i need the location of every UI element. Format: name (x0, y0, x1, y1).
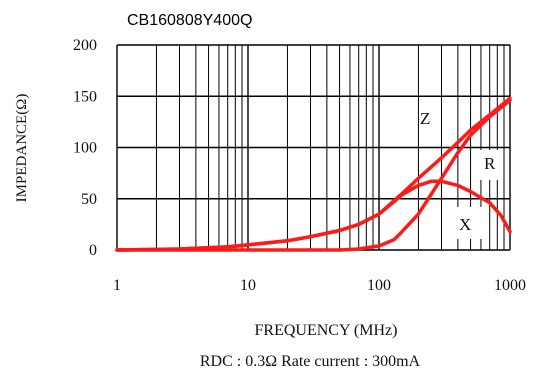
y-axis-title: IMPEDANCE(Ω) (14, 94, 30, 203)
x-tick-label: 1 (113, 277, 121, 294)
x-tick-label: 100 (367, 277, 391, 294)
y-tick-label: 200 (73, 37, 97, 54)
y-tick-label: 50 (81, 191, 97, 208)
series-line-x (115, 179, 512, 252)
x-axis-title: FREQUENCY (MHz) (255, 322, 398, 339)
series-line-r (115, 98, 512, 252)
y-tick-labels: 0 50 100 150 200 (73, 37, 97, 259)
x-label-box (447, 207, 485, 239)
series-label-r: R (484, 154, 496, 173)
x-tick-label: 10 (240, 277, 256, 294)
y-tick-label: 100 (73, 140, 97, 157)
series-label-x: X (459, 215, 471, 234)
footer-note: RDC : 0.3Ω Rate current : 300mA (200, 353, 421, 370)
series-lines (115, 96, 512, 252)
y-tick-label: 150 (73, 88, 97, 105)
y-tick-label: 0 (89, 242, 97, 259)
x-tick-label: 1000 (494, 277, 526, 294)
r-label-box (476, 150, 502, 180)
series-label-z: Z (420, 109, 430, 128)
chart-title: CB160808Y400Q (127, 12, 252, 29)
x-tick-labels: 1 10 100 1000 (113, 277, 526, 294)
series-labels: Z R X (420, 109, 496, 234)
